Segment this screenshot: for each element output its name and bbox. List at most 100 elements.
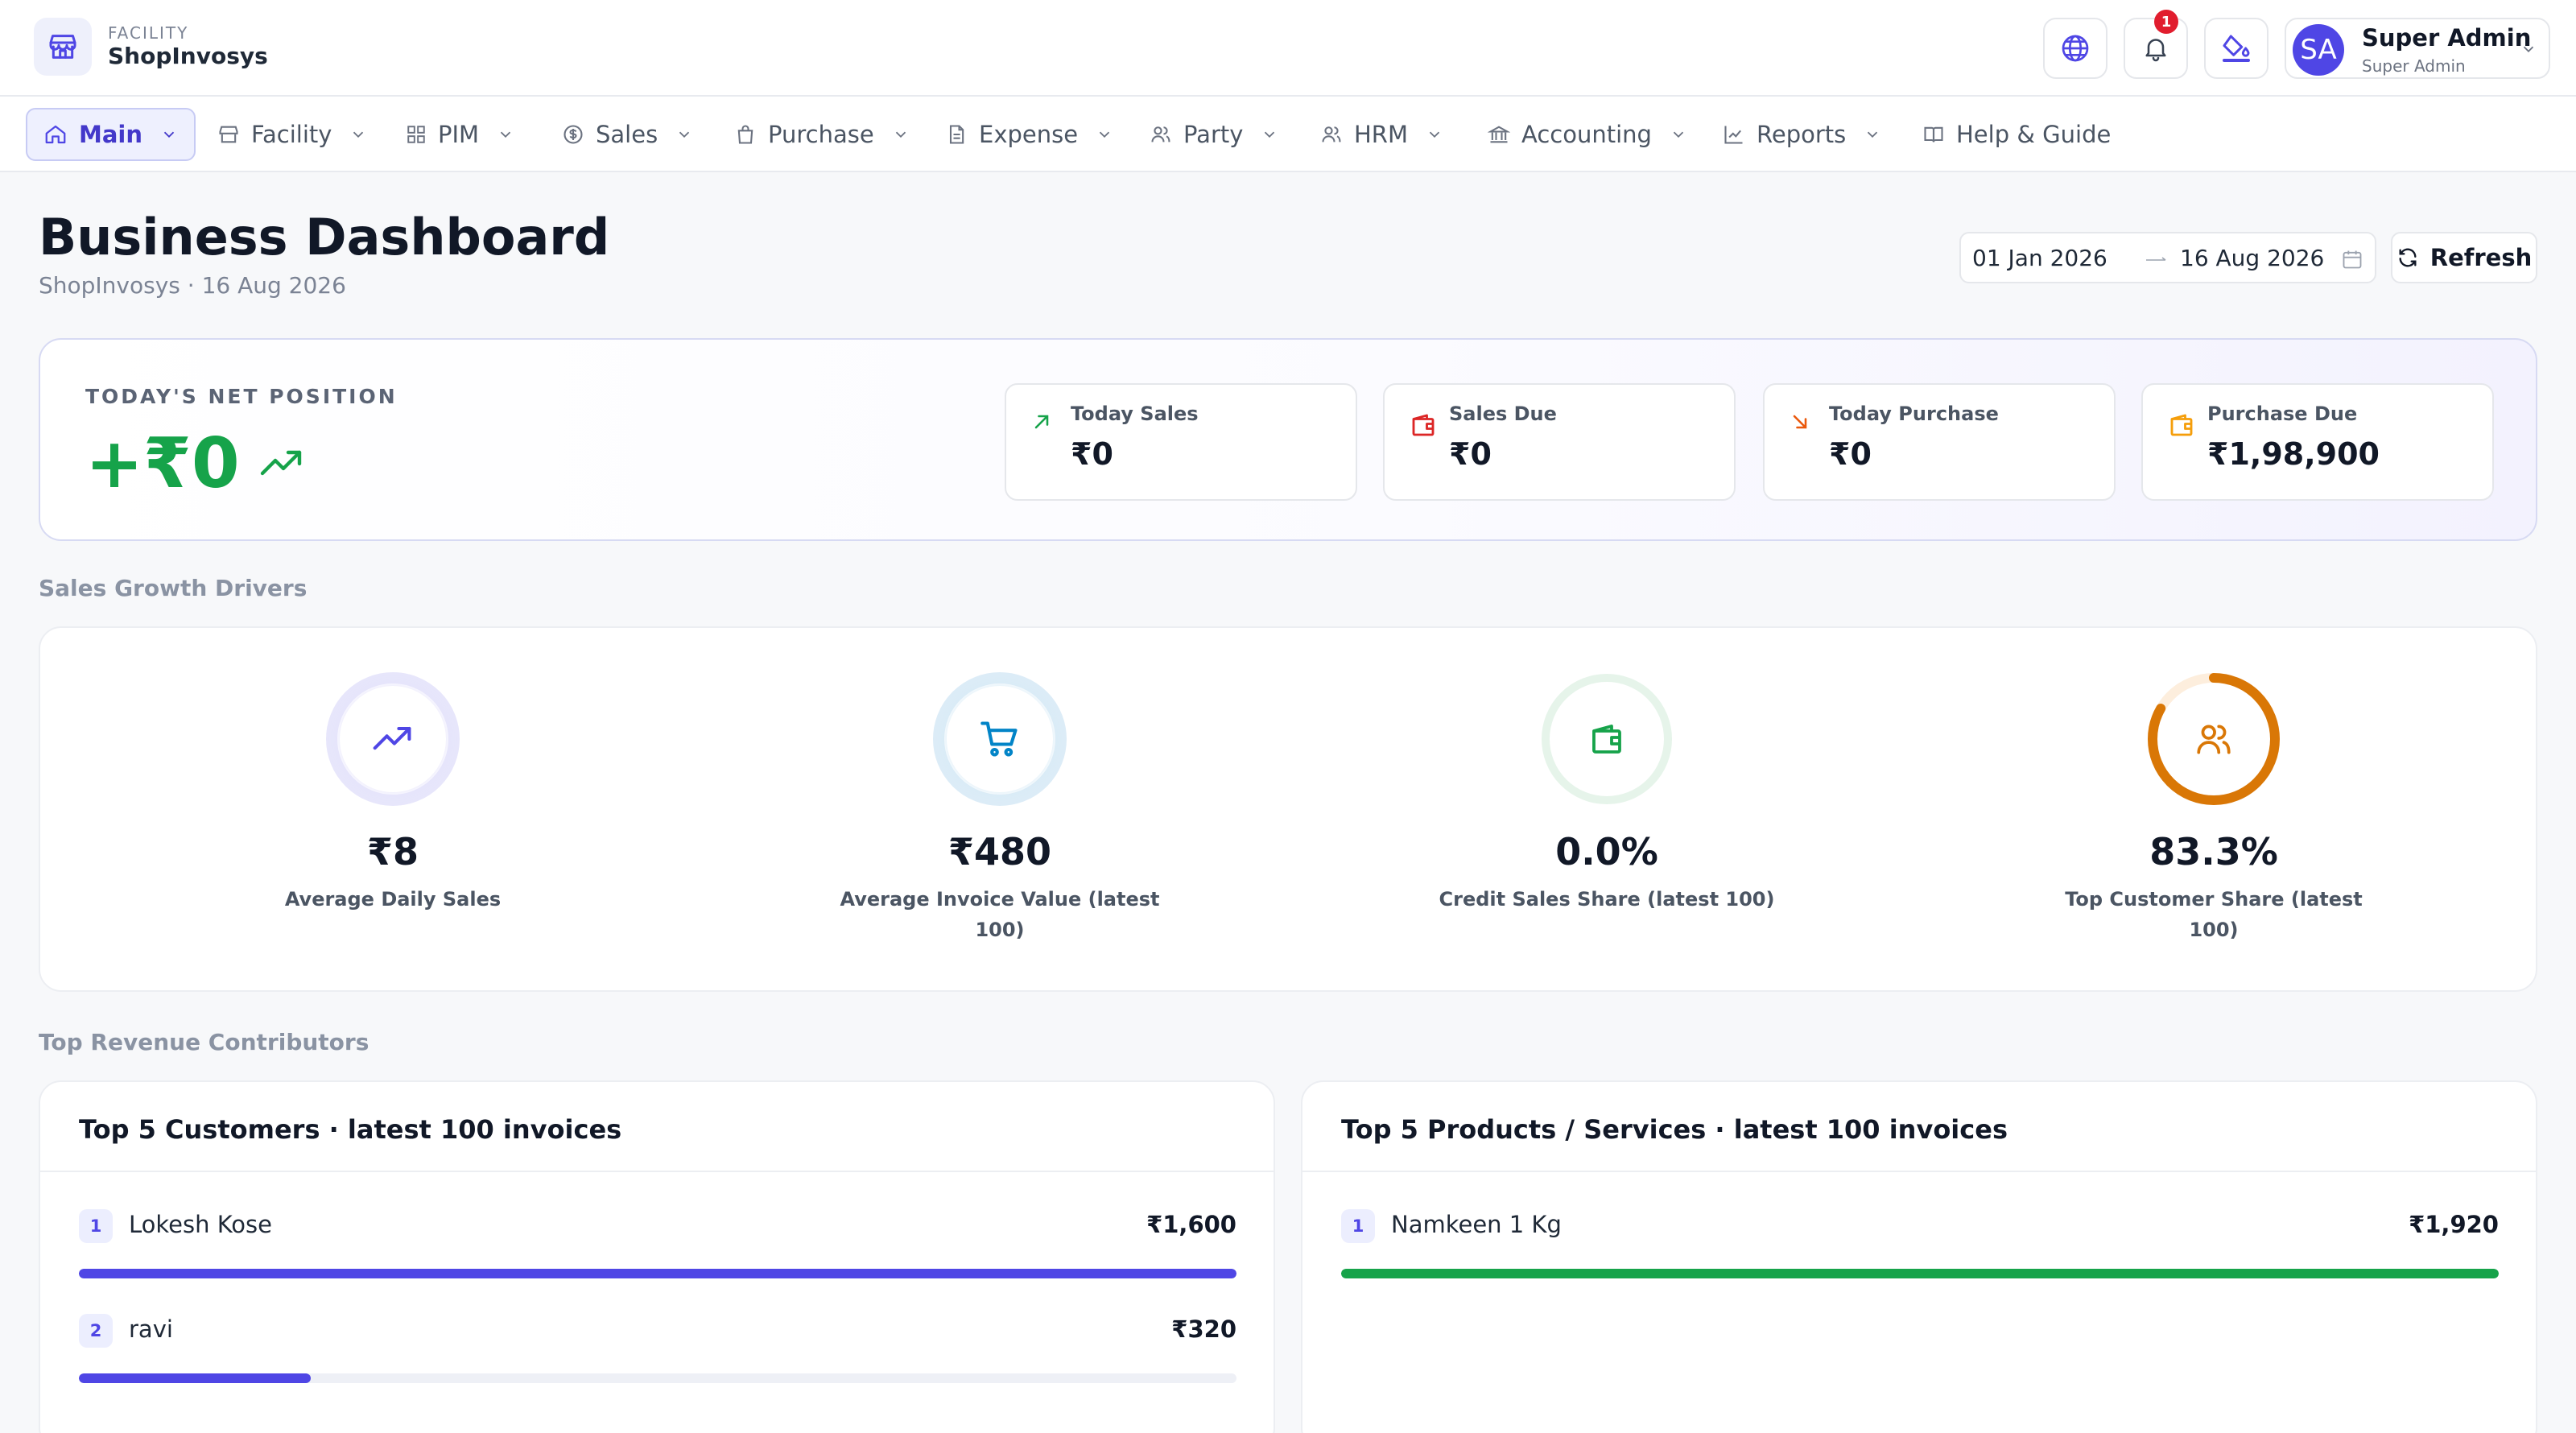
avatar: SA bbox=[2293, 24, 2344, 76]
grid-icon bbox=[407, 126, 425, 143]
customer-amount: ₹1,600 bbox=[1146, 1211, 1236, 1238]
calendar-icon[interactable] bbox=[2341, 248, 2363, 270]
nav-item-reports[interactable]: Reports bbox=[1723, 108, 1881, 161]
chevron-down-icon bbox=[163, 131, 175, 138]
metric-label: Top Customer Share (latest 100) bbox=[2065, 888, 2363, 941]
metric-credit-sales-share: 0.0% Credit Sales Share (latest 100) bbox=[1381, 671, 1832, 915]
customer-row[interactable]: 2 ravi ₹320 bbox=[79, 1314, 1236, 1398]
nav-item-label: Party bbox=[1183, 121, 1244, 148]
nav-item-sales[interactable]: Sales bbox=[562, 108, 693, 161]
nav-item-purchase[interactable]: Purchase bbox=[734, 108, 910, 161]
date-from-input[interactable]: 01 Jan 2026 bbox=[1972, 245, 2107, 271]
growth-drivers-card: ₹8 Average Daily Sales ₹480 Average Invo… bbox=[39, 626, 2537, 992]
chevron-down-icon bbox=[1265, 131, 1275, 138]
nav-item-label: Facility bbox=[251, 121, 332, 148]
nav-item-hrm[interactable]: HRM bbox=[1320, 108, 1443, 161]
share-bar-fill bbox=[1341, 1269, 2499, 1278]
home-icon bbox=[45, 125, 66, 144]
bell-icon bbox=[2145, 39, 2166, 62]
nav-item-label: Sales bbox=[596, 121, 658, 148]
date-to-input[interactable]: 16 Aug 2026 bbox=[2180, 245, 2325, 271]
nav-item-facility[interactable]: Facility bbox=[217, 108, 367, 161]
chevron-down-icon bbox=[1868, 131, 1878, 138]
wallet-icon bbox=[2170, 414, 2193, 436]
date-range-picker[interactable]: 01 Jan 2026 16 Aug 2026 bbox=[1959, 232, 2376, 283]
chevron-down-icon bbox=[1673, 131, 1684, 138]
refresh-label: Refresh bbox=[2429, 244, 2533, 271]
customer-row[interactable]: 1 Lokesh Kose ₹1,600 bbox=[79, 1209, 1236, 1293]
kpi-label: Purchase Due bbox=[2207, 403, 2358, 425]
trending-up-icon bbox=[373, 726, 411, 750]
net-position-label: TODAY'S NET POSITION bbox=[85, 385, 398, 408]
rank-badge: 1 bbox=[79, 1209, 113, 1243]
wallet-icon bbox=[1412, 414, 1435, 436]
nav-item-accounting[interactable]: Accounting bbox=[1488, 108, 1687, 161]
chevron-down-icon bbox=[679, 131, 690, 138]
globe-icon bbox=[2062, 35, 2089, 62]
net-position-value: +₹0 bbox=[85, 423, 240, 504]
metric-label: Credit Sales Share (latest 100) bbox=[1439, 888, 1775, 911]
net-position-card: TODAY'S NET POSITION +₹0 Today Sales ₹0 … bbox=[39, 338, 2537, 541]
users-icon bbox=[2197, 725, 2231, 754]
product-amount: ₹1,920 bbox=[2409, 1211, 2499, 1238]
book-icon bbox=[1924, 126, 1943, 142]
product-row[interactable]: 1 Namkeen 1 Kg ₹1,920 bbox=[1341, 1209, 2499, 1293]
card-title: Top 5 Customers · latest 100 invoices bbox=[79, 1114, 622, 1145]
page-subtitle: ShopInvosys · 16 Aug 2026 bbox=[39, 272, 346, 299]
facility-kicker: FACILITY bbox=[108, 23, 189, 43]
nav-item-label: Help & Guide bbox=[1956, 121, 2112, 148]
kpi-today-purchase[interactable]: Today Purchase ₹0 bbox=[1763, 383, 2116, 501]
language-button[interactable] bbox=[2043, 18, 2107, 79]
metric-label: Average Daily Sales bbox=[284, 888, 502, 911]
bag-icon bbox=[737, 125, 753, 144]
top-products-card: Top 5 Products / Services · latest 100 i… bbox=[1301, 1080, 2537, 1433]
user-menu[interactable]: SA Super Admin Super Admin bbox=[2285, 18, 2550, 79]
rank-badge: 2 bbox=[79, 1314, 113, 1348]
users-icon bbox=[1322, 126, 1341, 142]
refresh-button[interactable]: Refresh bbox=[2391, 232, 2537, 283]
nav-item-main[interactable]: Main bbox=[26, 108, 196, 161]
rank-badge: 1 bbox=[1341, 1209, 1375, 1243]
bank-icon bbox=[1488, 126, 1510, 143]
metric-average-daily-sales: ₹8 Average Daily Sales bbox=[167, 671, 618, 915]
chevron-down-icon bbox=[2523, 46, 2534, 53]
theme-button[interactable] bbox=[2204, 18, 2268, 79]
chevron-down-icon bbox=[1099, 131, 1110, 138]
user-name: Super Admin bbox=[2362, 24, 2532, 52]
kpi-purchase-due[interactable]: Purchase Due ₹1,98,900 bbox=[2141, 383, 2494, 501]
nav-item-expense[interactable]: Expense bbox=[945, 108, 1113, 161]
user-role: Super Admin bbox=[2362, 56, 2466, 76]
product-name: Namkeen 1 Kg bbox=[1391, 1211, 1562, 1238]
nav-item-help-guide[interactable]: Help & Guide bbox=[1922, 108, 2111, 161]
store-icon bbox=[219, 126, 238, 143]
nav-item-party[interactable]: Party bbox=[1150, 108, 1278, 161]
metric-ring bbox=[932, 671, 1067, 807]
metric-value: 83.3% bbox=[2149, 830, 2278, 873]
kpi-today-sales[interactable]: Today Sales ₹0 bbox=[1005, 383, 1357, 501]
refresh-icon bbox=[2399, 248, 2417, 267]
chevron-down-icon bbox=[895, 131, 906, 138]
metric-average-invoice-value: ₹480 Average Invoice Value (latest 100) bbox=[774, 671, 1225, 945]
kpi-label: Today Sales bbox=[1071, 403, 1199, 425]
metric-value: 0.0% bbox=[1555, 830, 1658, 873]
facility-name: ShopInvosys bbox=[108, 43, 268, 69]
section-label-growth: Sales Growth Drivers bbox=[39, 575, 308, 601]
nav-item-pim[interactable]: PIM bbox=[406, 108, 514, 161]
divider bbox=[1302, 1171, 2536, 1172]
metric-ring bbox=[1539, 671, 1674, 807]
arrow-down-right-icon bbox=[1793, 415, 1807, 429]
trending-up-icon bbox=[260, 450, 301, 476]
metric-value: ₹8 bbox=[366, 830, 419, 873]
notifications-button[interactable]: 1 bbox=[2124, 10, 2188, 79]
users-icon bbox=[1151, 126, 1170, 142]
nav-item-label: Reports bbox=[1757, 121, 1847, 148]
divider bbox=[40, 1171, 1274, 1172]
arrow-up-right-icon bbox=[1034, 415, 1049, 429]
kpi-value: ₹0 bbox=[1829, 436, 1872, 472]
kpi-sales-due[interactable]: Sales Due ₹0 bbox=[1383, 383, 1736, 501]
metric-label: Average Invoice Value (latest 100) bbox=[840, 888, 1160, 941]
nav-item-label: Main bbox=[79, 121, 143, 148]
facility-switcher[interactable]: FACILITY ShopInvosys bbox=[34, 18, 268, 76]
kpi-value: ₹0 bbox=[1449, 436, 1492, 472]
nav-item-label: HRM bbox=[1354, 121, 1408, 148]
